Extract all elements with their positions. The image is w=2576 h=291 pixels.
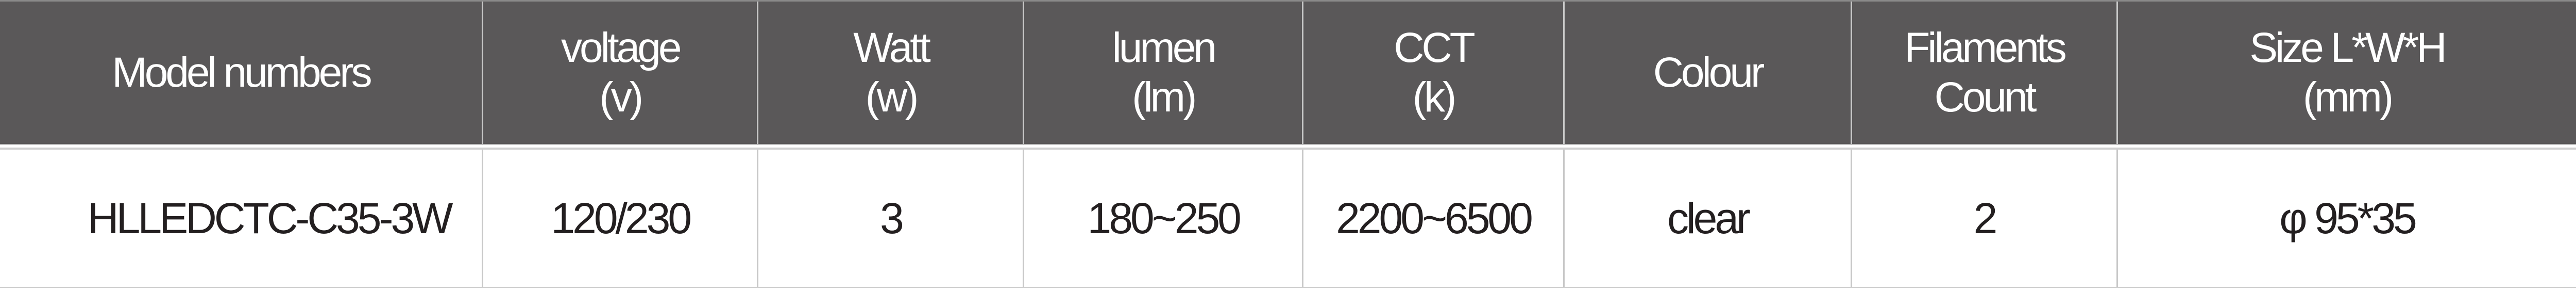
table-row: HLLEDCTC-C35-3W 120/230 3 180~250 2200~6…	[0, 148, 2576, 288]
header-voltage: voltage (v)	[482, 2, 757, 144]
header-model-numbers: Model numbers	[112, 49, 372, 96]
cell-voltage: 120/230	[482, 150, 757, 287]
header-divider	[0, 144, 2576, 147]
cell-cct: 2200~6500	[1301, 150, 1563, 287]
header-lumen: lumen (lm)	[1023, 2, 1302, 144]
table-header-row: Model numbers voltage (v) Watt (w) lumen…	[0, 0, 2576, 144]
cell-model-number: HLLEDCTC-C35-3W	[88, 193, 453, 242]
header-size: Size L*W*H (mm)	[2116, 2, 2576, 144]
cell-watt: 3	[757, 150, 1023, 287]
header-watt: Watt (w)	[757, 2, 1023, 144]
cell-size: φ 95*35	[2116, 150, 2576, 287]
cell-lumen: 180~250	[1023, 150, 1302, 287]
cell-filaments-count: 2	[1850, 150, 2116, 287]
header-cct: CCT (k)	[1301, 2, 1563, 144]
cell-colour: clear	[1563, 150, 1851, 287]
header-colour: Colour	[1563, 2, 1851, 144]
header-filaments-count: Filaments Count	[1850, 2, 2116, 144]
